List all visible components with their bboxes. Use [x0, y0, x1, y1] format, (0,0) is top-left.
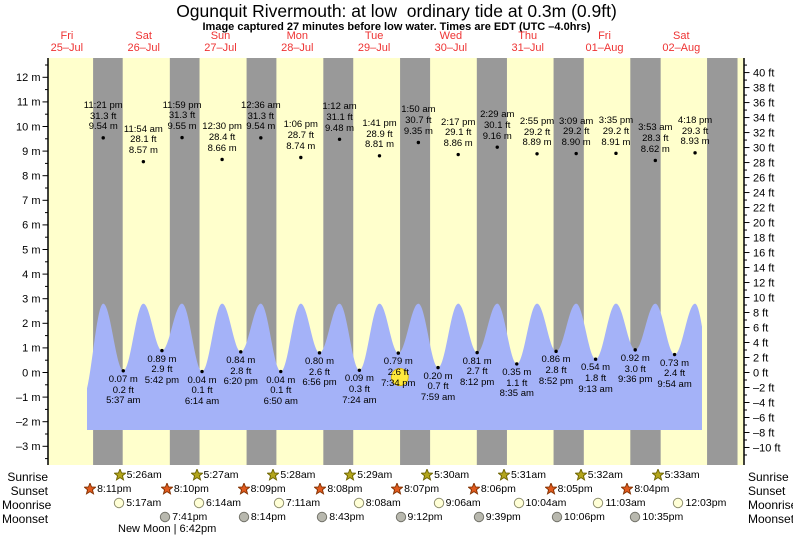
low-tide-dot [200, 369, 204, 374]
right-axis-tick-label: 34 ft [753, 112, 774, 124]
right-axis-tick-label: –6 ft [753, 412, 774, 424]
high-tide-dot [614, 151, 618, 156]
right-axis-tick-label: 20 ft [753, 217, 774, 229]
low-tide-dot [239, 350, 243, 354]
high-tide-dot [101, 136, 105, 140]
left-axis-tick-label: 1 m [22, 343, 40, 355]
left-axis-tick-label: 3 m [22, 294, 40, 306]
left-axis-tick-label: 12 m [16, 72, 40, 84]
low-tide-dot [475, 350, 479, 355]
right-axis-tick-label: 6 ft [753, 322, 768, 334]
left-axis-tick-label: 2 m [22, 318, 40, 330]
current-time-marker [390, 368, 409, 386]
right-axis-tick-label: 10 ft [753, 292, 774, 304]
high-tide-dot [299, 155, 303, 160]
right-axis-tick-label: 32 ft [753, 127, 774, 139]
low-tide-dot [160, 348, 164, 353]
right-axis-tick-label: 36 ft [753, 97, 774, 109]
right-axis-tick-label: –10 ft [753, 442, 781, 454]
right-axis-tick-label: –4 ft [753, 397, 774, 409]
left-axis-tick-label: 0 m [22, 367, 40, 379]
left-axis-tick-label: 9 m [22, 146, 40, 158]
high-tide-dot [337, 137, 342, 141]
low-tide-dot [357, 368, 362, 372]
high-tide-dot [141, 159, 146, 164]
low-tide-dot [554, 349, 558, 354]
low-tide-dot [317, 351, 322, 355]
right-axis-tick-label: 30 ft [753, 142, 774, 154]
low-tide-dot [672, 352, 677, 357]
low-tide-dot [436, 365, 440, 370]
high-tide-dot [693, 151, 697, 155]
right-axis-tick-label: 18 ft [753, 232, 774, 244]
high-tide-dot [259, 136, 263, 140]
page-subtitle: Image captured 27 minutes before low wat… [202, 21, 591, 33]
night-band [707, 58, 738, 465]
water-tide-curve [87, 303, 702, 430]
right-axis-tick-label: 2 ft [753, 352, 768, 364]
right-axis-tick-label: 28 ft [753, 157, 774, 169]
low-tide-dot [633, 348, 637, 352]
high-tide-dot [416, 140, 421, 145]
right-axis-tick-label: –2 ft [753, 382, 774, 394]
low-tide-dot [279, 369, 283, 374]
left-axis-tick-label: 10 m [16, 121, 40, 133]
left-axis-tick-label: 5 m [22, 244, 40, 256]
left-axis-tick-label: 11 m [17, 97, 41, 109]
page-title: Ogunquit Rivermouth: at low ordinary tid… [176, 1, 617, 21]
low-tide-dot [515, 362, 519, 366]
low-tide-dot [396, 351, 401, 355]
new-moon-note: New Moon | 6:42pm [118, 523, 217, 535]
high-tide-dot [653, 158, 658, 163]
right-axis-tick-label: 4 ft [753, 337, 768, 349]
left-axis-tick-label: –3 m [16, 441, 40, 453]
right-axis-tick-label: 14 ft [753, 262, 774, 274]
high-tide-dot [574, 151, 578, 156]
high-tide-dot [220, 157, 224, 162]
high-tide-dot [180, 135, 184, 140]
right-axis-tick-label: 0 ft [753, 367, 768, 379]
high-tide-dot [495, 145, 499, 149]
high-tide-dot [456, 152, 460, 157]
right-axis-tick-label: –8 ft [753, 427, 774, 439]
left-axis-tick-label: 4 m [22, 269, 40, 281]
right-axis-tick-label: 16 ft [753, 247, 774, 259]
left-axis-tick-label: 6 m [22, 220, 40, 232]
high-tide-dot [535, 152, 539, 156]
right-axis-tick-label: 8 ft [753, 307, 768, 319]
low-tide-dot [121, 369, 125, 373]
left-axis-tick-label: 8 m [22, 171, 40, 183]
right-axis-tick-label: 40 ft [753, 67, 774, 79]
right-axis-tick-label: 24 ft [753, 187, 774, 199]
left-axis-tick-label: 7 m [22, 195, 40, 207]
left-axis-tick-label: –1 m [16, 392, 40, 404]
low-tide-dot [593, 357, 598, 361]
right-axis-tick-label: 38 ft [753, 82, 774, 94]
high-tide-dot [377, 154, 382, 158]
right-axis-tick-label: 12 ft [753, 277, 774, 289]
right-axis-tick-label: 22 ft [753, 202, 774, 214]
right-axis-tick-label: 26 ft [753, 172, 774, 184]
left-axis-tick-label: –2 m [16, 417, 40, 429]
